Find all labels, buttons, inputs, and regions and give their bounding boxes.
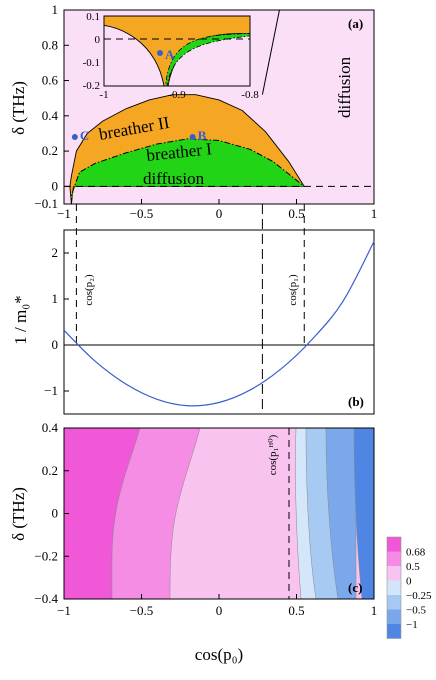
region-label-diffusion-lower: diffusion bbox=[143, 169, 205, 188]
colorbar-label: −0.5 bbox=[406, 605, 426, 617]
region-label-diffusion-right: diffusion bbox=[335, 56, 354, 118]
cos-p2-label: cos(p₂) bbox=[83, 274, 95, 306]
y-tick-label: 0.2 bbox=[42, 143, 58, 158]
cos-p1-label: cos(p₁) bbox=[287, 274, 299, 306]
y-tick-label: −0.1 bbox=[34, 196, 58, 211]
breather-I-boundary bbox=[70, 138, 305, 204]
y-tick-label: −1 bbox=[44, 383, 58, 398]
point-C bbox=[71, 133, 78, 140]
point-A-label: A bbox=[165, 47, 175, 62]
panel-b-frame bbox=[63, 229, 375, 415]
inset-x-tick-3: -0.8 bbox=[241, 89, 259, 101]
colorbar-label: −1 bbox=[406, 619, 418, 631]
colorbar-label: −0.25 bbox=[406, 590, 432, 602]
x-tick-label: 0.5 bbox=[288, 206, 304, 221]
x-tick-label: −0.5 bbox=[130, 603, 154, 618]
y-tick-label: 0.4 bbox=[42, 420, 59, 435]
y-tick-label: −0.2 bbox=[34, 548, 58, 563]
inset-breather-I-region bbox=[165, 33, 251, 87]
x-tick-label: −1 bbox=[57, 206, 71, 221]
panel-b-ylabel: 1 / m₀* bbox=[11, 295, 30, 344]
panel-a: B C breather II breather I diffusion dif… bbox=[9, 2, 377, 221]
colorbar-label: 0 bbox=[406, 576, 412, 588]
panel-c-x-ticks: −1 −0.5 0 0.5 1 bbox=[57, 594, 377, 618]
y-tick-label: 0 bbox=[52, 178, 59, 193]
y-tick-label: 2 bbox=[52, 245, 59, 260]
y-tick-label: 1 bbox=[52, 291, 59, 306]
panel-c-ylabel: δ (THz) bbox=[9, 487, 28, 541]
y-tick-label: 0.8 bbox=[42, 37, 58, 52]
inverse-mass-curve bbox=[63, 241, 375, 407]
point-B-label: B bbox=[198, 128, 207, 143]
colorbar-swatch bbox=[387, 551, 401, 566]
y-tick-label: 0.2 bbox=[42, 463, 58, 478]
x-tick-label: 0.5 bbox=[288, 603, 304, 618]
panel-c-y-ticks: −0.4 −0.2 0 0.2 0.4 bbox=[34, 420, 69, 606]
y-tick-label: −0.4 bbox=[34, 591, 58, 606]
colorbar-swatch bbox=[387, 566, 401, 581]
inset-y-tick-4: -0.2 bbox=[83, 80, 100, 92]
inset-x-tick-2: -0.9 bbox=[168, 89, 186, 101]
y-tick-label: 0.4 bbox=[42, 108, 59, 123]
colorbar-frame bbox=[386, 536, 402, 639]
y-tick-label: 0 bbox=[52, 506, 59, 521]
point-B bbox=[189, 133, 196, 140]
x-tick-label: 0 bbox=[216, 206, 223, 221]
panel-c-xlabel: cos(p₀) bbox=[195, 645, 243, 664]
x-tick-label: 1 bbox=[371, 206, 378, 221]
colorbar-swatch bbox=[387, 595, 401, 610]
panel-a-y-ticks: −0.1 0 0.2 0.4 0.6 0.8 1 bbox=[34, 2, 69, 211]
point-A bbox=[157, 50, 163, 56]
y-tick-label: 0.6 bbox=[42, 73, 59, 88]
panel-c-label: (c) bbox=[348, 580, 362, 595]
colorbar-swatch bbox=[387, 537, 401, 552]
inset-y-tick-2: 0 bbox=[95, 34, 101, 46]
panel-b-label: (b) bbox=[348, 394, 364, 409]
diffusion-boundary-line bbox=[261, 9, 280, 95]
inset-y-tick-3: -0.1 bbox=[83, 57, 100, 69]
point-C-label: C bbox=[80, 128, 89, 143]
x-tick-label: −0.5 bbox=[130, 206, 154, 221]
x-tick-label: 0 bbox=[216, 603, 223, 618]
colorbar-swatch bbox=[387, 580, 401, 595]
colorbar-swatch bbox=[387, 624, 401, 639]
inset-x-tick-1: -1 bbox=[99, 89, 108, 101]
x-tick-label: −1 bbox=[57, 603, 71, 618]
colorbar: 0.68 0.5 0 −0.25 −0.5 −1 bbox=[386, 536, 432, 639]
x-tick-label: 1 bbox=[371, 603, 378, 618]
colorbar-label: 0.5 bbox=[406, 561, 420, 573]
panel-b-y-ticks: −1 0 1 2 bbox=[44, 245, 69, 398]
y-tick-label: 1 bbox=[52, 2, 59, 17]
panel-b: cos(p₂) cos(p₁) (b) −1 0 1 2 1 / m₀* bbox=[11, 204, 375, 415]
panel-a-x-ticks: −1 −0.5 0 0.5 1 bbox=[57, 199, 377, 221]
panel-c: cos(p₁ᴴ⁰) (c) −0.4 −0.2 0 0.2 0.4 −1 −0.5 0 0.5… bbox=[9, 420, 432, 664]
y-tick-label: 0 bbox=[52, 337, 59, 352]
cos-p1-H0-label: cos(p₁ᴴ⁰) bbox=[267, 434, 279, 475]
colorbar-swatch bbox=[387, 609, 401, 624]
panel-a-ylabel: δ (THz) bbox=[9, 81, 28, 135]
panel-a-label: (a) bbox=[348, 16, 363, 31]
breather-I-region bbox=[71, 138, 305, 204]
colorbar-label: 0.68 bbox=[406, 547, 426, 559]
inset: A -1 -0.9 -0.8 0.1 0 -0.1 -0.2 bbox=[83, 11, 260, 101]
inset-y-tick-1: 0.1 bbox=[86, 11, 100, 23]
band-2 bbox=[111, 427, 201, 600]
